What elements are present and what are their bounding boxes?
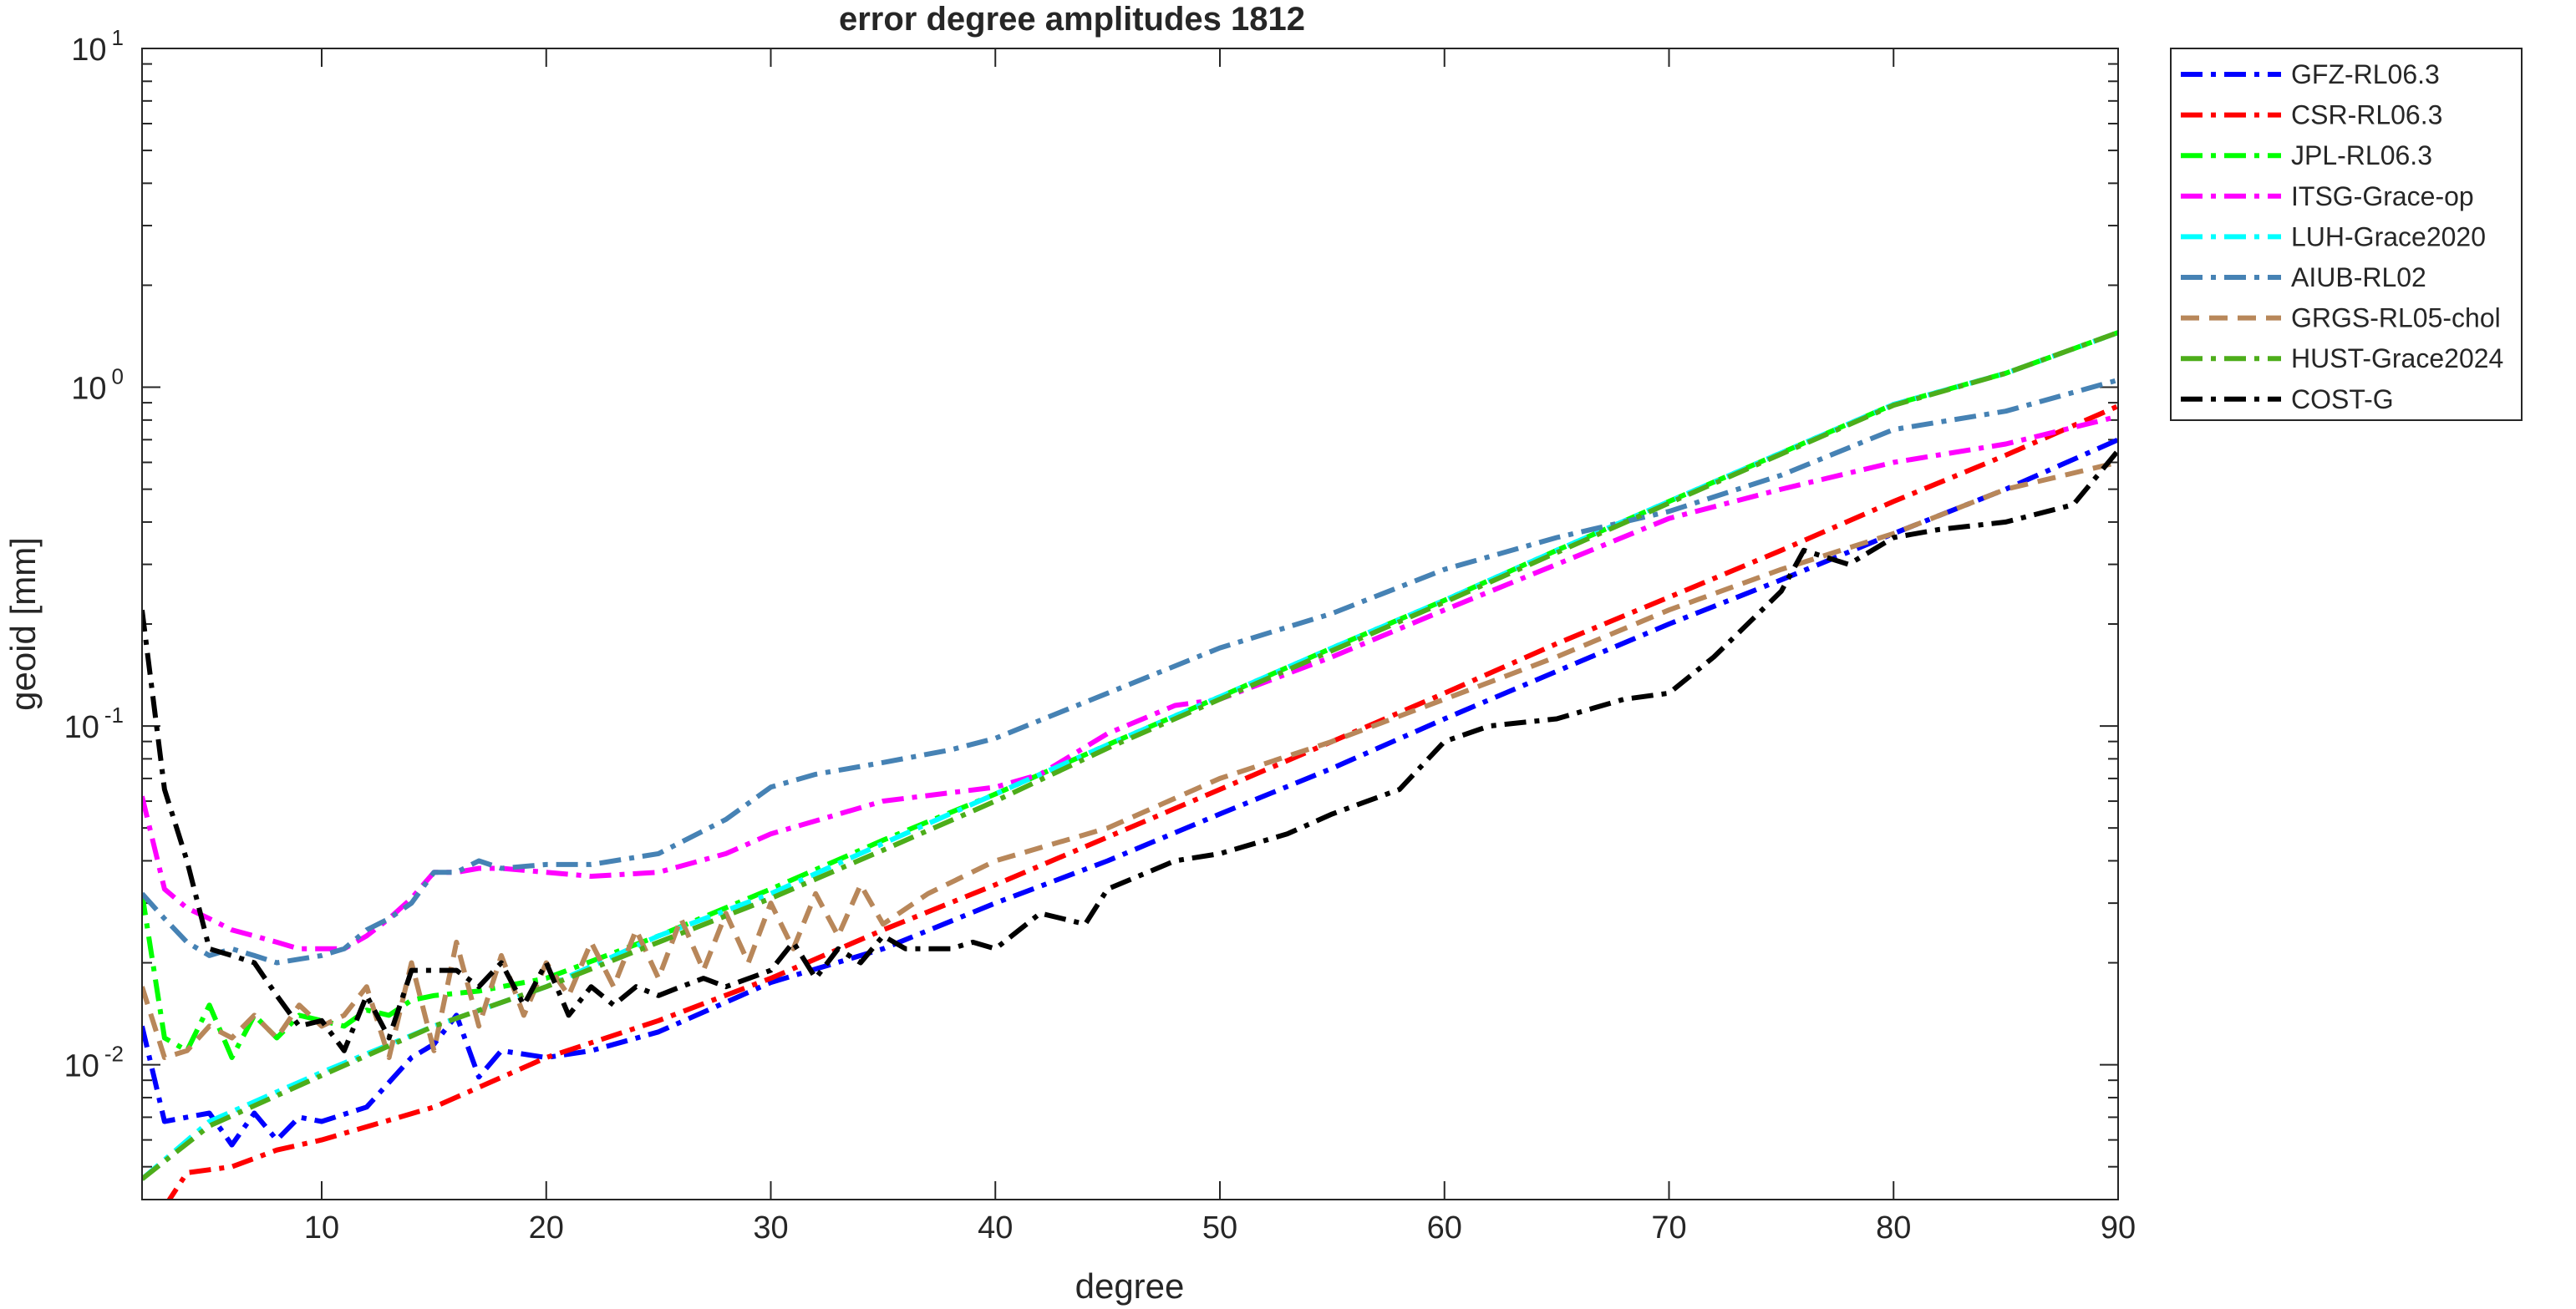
- y-tick-label: 10 0: [71, 364, 124, 407]
- x-tick-label: 50: [1202, 1210, 1237, 1246]
- series-layer: [142, 330, 2118, 1200]
- series-line-aiub-rl02: [142, 378, 2118, 966]
- plot-area: [142, 48, 2118, 1200]
- x-ticks: 10 20 30 40 50 60 70 80 90: [304, 48, 2136, 1246]
- x-tick-label: 60: [1427, 1210, 1462, 1246]
- series-line-hust-grace2024: [142, 330, 2118, 1181]
- y-tick-label: 10 1: [71, 25, 124, 68]
- y-tick-label: 10 -1: [64, 703, 124, 745]
- series-line-grgs-rl05-chol: [142, 459, 2118, 1060]
- series-line-itsg-grace-op: [142, 414, 2118, 951]
- chart-title: error degree amplitudes 1812: [839, 1, 1305, 38]
- x-tick-label: 80: [1876, 1210, 1911, 1246]
- legend-label: GFZ-RL06.3: [2291, 59, 2440, 89]
- x-tick-label: 90: [2101, 1210, 2136, 1246]
- legend-label: AIUB-RL02: [2291, 262, 2426, 292]
- legend-label: GRGS-RL05-chol: [2291, 303, 2501, 333]
- legend: GFZ-RL06.3 CSR-RL06.3 JPL-RL06.3 ITSG-Grace…: [2170, 48, 2523, 421]
- legend-label: ITSG-Grace-op: [2291, 181, 2474, 211]
- x-tick-label: 70: [1651, 1210, 1686, 1246]
- series-line-csr-rl06-3: [166, 403, 2118, 1200]
- x-tick-label: 40: [978, 1210, 1013, 1246]
- series-line-cost-g: [142, 449, 2118, 1053]
- y-tick-label: 10 -2: [64, 1042, 124, 1084]
- y-axis-label: geoid [mm]: [3, 537, 43, 711]
- x-tick-label: 20: [529, 1210, 564, 1246]
- series-line-gfz-rl06-3: [142, 437, 2118, 1148]
- legend-label: LUH-Grace2020: [2291, 221, 2486, 251]
- plot-frame: [141, 48, 2119, 1200]
- x-tick-label: 10: [304, 1210, 339, 1246]
- x-axis-label: degree: [1075, 1266, 1185, 1306]
- legend-label: HUST-Grace2024: [2291, 343, 2503, 373]
- legend-label: CSR-RL06.3: [2291, 100, 2442, 130]
- legend-label: JPL-RL06.3: [2291, 140, 2432, 170]
- legend-label: COST-G: [2291, 384, 2394, 414]
- x-tick-label: 30: [753, 1210, 788, 1246]
